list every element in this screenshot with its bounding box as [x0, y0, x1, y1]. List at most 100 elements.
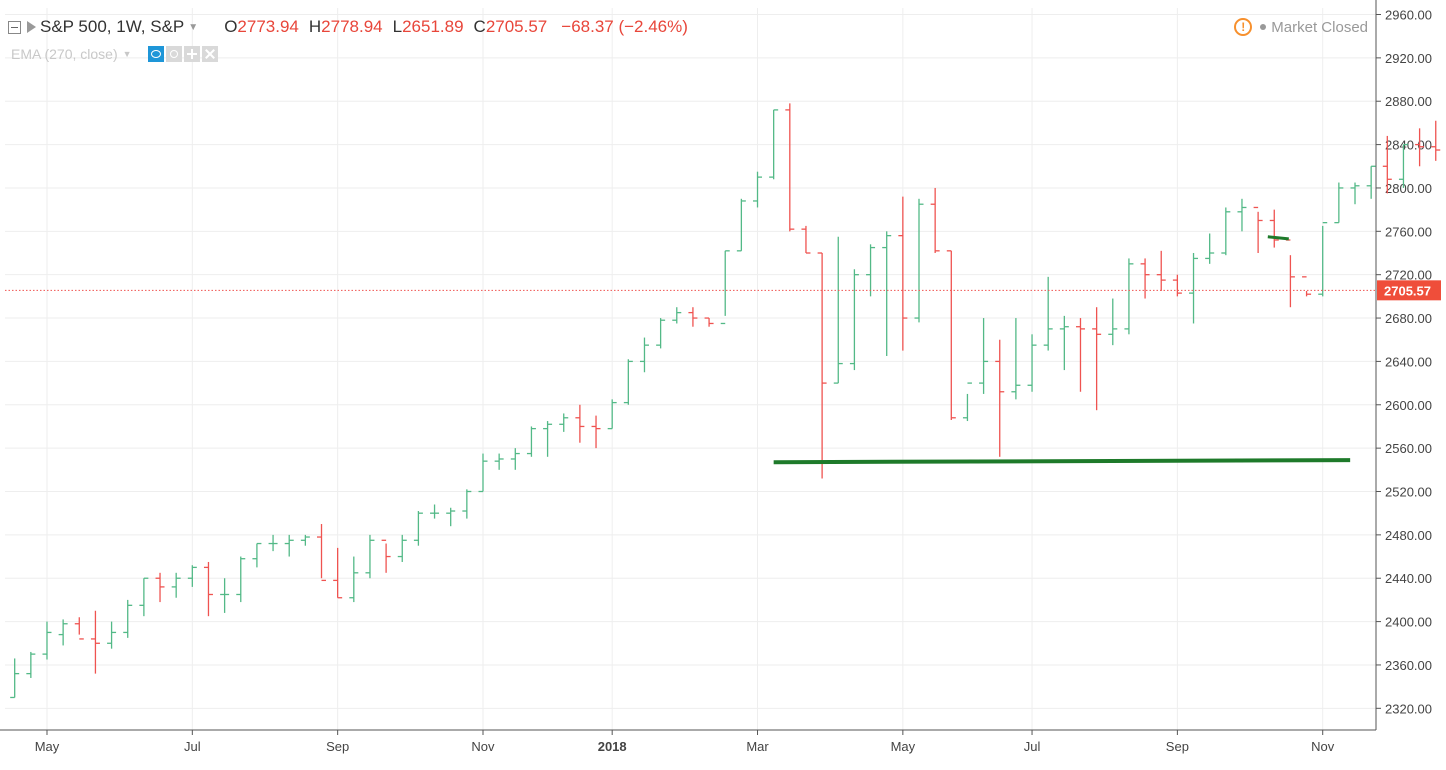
eye-icon[interactable]	[147, 46, 164, 62]
low-label: L	[392, 17, 403, 36]
y-tick-label: 2560.00	[1385, 441, 1432, 456]
ohlc-bar	[236, 556, 246, 603]
y-tick-label: 2400.00	[1385, 615, 1432, 630]
ohlc-bar	[478, 453, 488, 493]
ohlc-bar	[1302, 276, 1312, 297]
x-tick-label: Sep	[326, 739, 349, 754]
ohlc-bar	[203, 561, 213, 617]
ohlc-bar	[1059, 315, 1069, 371]
ohlc-bar	[995, 339, 1005, 457]
ohlc-bar	[946, 250, 956, 420]
ohlc-bar	[1092, 307, 1102, 411]
ohlc-bar	[1011, 318, 1021, 400]
ohlc-bar	[1156, 250, 1166, 291]
ohlc-bar	[882, 231, 892, 356]
y-tick-label: 2840.00	[1385, 138, 1432, 153]
ohlc-bar	[1205, 233, 1215, 264]
ohlc-bar	[171, 572, 181, 598]
close-icon[interactable]	[201, 46, 218, 62]
ohlc-bar	[1318, 221, 1328, 297]
ohlc-bar	[10, 658, 20, 699]
flag-icon[interactable]	[27, 21, 36, 33]
ohlc-bar	[187, 565, 197, 587]
ohlc-bar	[317, 524, 327, 582]
x-tick-label: Sep	[1166, 739, 1189, 754]
ohlc-bar	[704, 317, 714, 327]
change-value: −68.37 (−2.46%)	[561, 17, 688, 36]
close-label: C	[473, 17, 486, 36]
ohlc-bar	[58, 619, 68, 646]
symbol-title[interactable]: S&P 500, 1W, S&P	[40, 17, 185, 36]
ohlc-bar	[510, 448, 520, 470]
ohlc-bar	[979, 318, 989, 394]
ohlc-bar	[720, 250, 730, 325]
ohlc-bar	[381, 539, 391, 573]
ohlc-bar	[801, 225, 811, 254]
ohlc-bar	[785, 103, 795, 232]
ohlc-bar	[769, 109, 779, 180]
ohlc-bar	[1108, 298, 1118, 346]
status-dot-icon	[1260, 24, 1267, 30]
y-tick-label: 2960.00	[1385, 8, 1432, 23]
y-tick-label: 2320.00	[1385, 701, 1432, 716]
ohlc-bar	[1237, 198, 1247, 232]
ohlc-bar	[446, 507, 456, 527]
ema-label[interactable]: EMA (270, close)	[11, 46, 118, 62]
ohlc-bar	[1043, 276, 1053, 351]
x-tick-label: 2018	[598, 739, 627, 754]
ohlc-bar	[849, 269, 859, 371]
ohlc-bar	[688, 307, 698, 327]
ohlc-bar	[300, 534, 310, 546]
collapse-legend-icon[interactable]	[8, 20, 21, 34]
y-tick-label: 2800.00	[1385, 181, 1432, 196]
y-tick-label: 2480.00	[1385, 528, 1432, 543]
ohlc-bar	[607, 399, 617, 430]
chevron-down-icon[interactable]: ▼	[188, 21, 199, 33]
ohlc-bar	[623, 359, 633, 405]
ema-line	[1267, 235, 1289, 241]
open-value: 2773.94	[237, 17, 299, 36]
plus-icon[interactable]	[183, 46, 200, 62]
ohlc-bar	[898, 196, 908, 351]
x-tick-label: Nov	[1311, 739, 1335, 754]
main-series-legend[interactable]: S&P 500, 1W, S&P ▼ O 2773.94 H 2778.94 L 26…	[8, 16, 688, 38]
ohlc-bar	[42, 621, 52, 660]
ohlc-bar	[1075, 318, 1085, 392]
ohlc-bar	[365, 534, 375, 579]
ohlc-bar	[591, 415, 601, 449]
ohlc-bar	[559, 413, 569, 432]
market-status: ! Market Closed	[1234, 16, 1368, 38]
ohlc-bar	[26, 651, 36, 678]
ohlc-bar	[1140, 258, 1150, 299]
ohlc-bar	[1269, 209, 1279, 248]
ohlc-bar	[1398, 143, 1408, 188]
ohlc-bar	[1221, 207, 1231, 256]
y-tick-label: 2920.00	[1385, 51, 1432, 66]
y-tick-label: 2880.00	[1385, 94, 1432, 109]
ohlc-bar	[656, 318, 666, 349]
ohlc-bar	[1415, 128, 1425, 167]
ohlc-bar	[639, 337, 649, 373]
chevron-down-icon[interactable]: ▼	[122, 49, 132, 59]
x-tick-label: Mar	[746, 739, 769, 754]
x-tick-label: May	[891, 739, 916, 754]
alert-icon[interactable]: !	[1234, 18, 1253, 36]
ohlc-bar	[397, 534, 407, 562]
ohlc-bar	[1172, 274, 1182, 297]
y-tick-label: 2440.00	[1385, 571, 1432, 586]
ohlc-bar	[1027, 334, 1037, 392]
ema-indicator-legend[interactable]: EMA (270, close) ▼	[11, 45, 220, 63]
ohlc-bar	[494, 453, 504, 470]
ohlc-bar	[413, 511, 423, 546]
open-label: O	[224, 17, 238, 36]
gear-icon[interactable]	[165, 46, 182, 62]
ohlc-bar	[1124, 258, 1134, 335]
ohlc-bar	[333, 547, 343, 599]
ohlc-bar	[736, 198, 746, 252]
ohlc-bar	[90, 610, 100, 674]
high-label: H	[308, 17, 322, 36]
ohlc-bar	[753, 171, 763, 208]
ohlc-bar	[1431, 120, 1441, 161]
